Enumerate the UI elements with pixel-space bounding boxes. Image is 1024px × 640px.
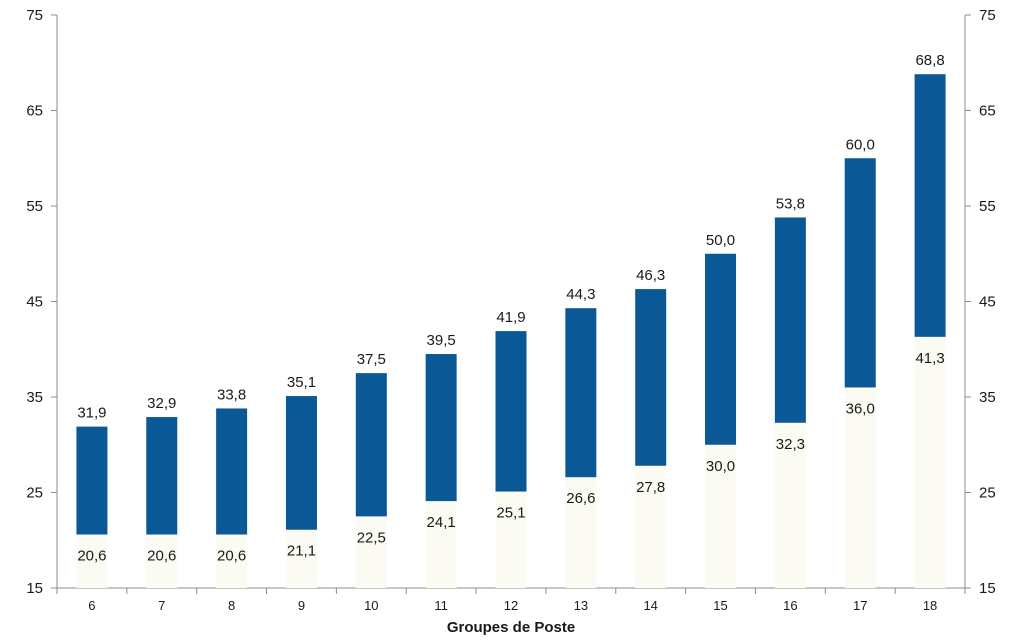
min-value-label: 41,3	[915, 350, 944, 367]
y-tick-label-right: 75	[979, 7, 996, 24]
range-bar	[495, 331, 527, 492]
range-bar	[914, 74, 946, 337]
x-tick-label: 13	[574, 598, 588, 613]
range-bar	[216, 408, 248, 535]
range-bar	[425, 354, 457, 502]
bar-base-shadow	[76, 534, 108, 588]
max-value-label: 41,9	[496, 309, 525, 326]
max-value-label: 31,9	[77, 405, 106, 422]
x-tick-label: 14	[643, 598, 657, 613]
x-axis: 6 7 8 9 10 11 12 13 14 15 16 17 18	[56, 587, 966, 613]
x-tick-label: 6	[88, 598, 95, 613]
bar-base-shadow	[355, 516, 387, 588]
y-tick-label-left: 15	[26, 580, 43, 597]
min-value-label: 20,6	[77, 548, 106, 565]
y-axis-right: 15 25 35 45 55 65 75	[964, 7, 996, 597]
y-tick-label-left: 65	[26, 103, 43, 120]
min-value-label: 26,6	[566, 490, 595, 507]
bar-base-shadow	[216, 534, 248, 588]
y-tick-label-left: 45	[26, 294, 43, 311]
max-value-label: 60,0	[846, 136, 875, 153]
bar-base-shadow	[146, 534, 178, 588]
max-value-label: 35,1	[287, 374, 316, 391]
max-value-label: 50,0	[706, 232, 735, 249]
y-tick-label-right: 45	[979, 294, 996, 311]
min-value-label: 36,0	[846, 400, 875, 417]
range-bar	[355, 373, 387, 517]
bar-base-shadow	[705, 444, 737, 588]
x-tick-label: 9	[298, 598, 305, 613]
min-value-label: 20,6	[217, 548, 246, 565]
y-tick-label-right: 25	[979, 485, 996, 502]
range-bar	[844, 158, 876, 388]
y-tick-label-right: 65	[979, 103, 996, 120]
x-tick-label: 18	[923, 598, 937, 613]
data-labels: 31,9 20,6 32,9 20,6 33,8 20,6 35,1 21,1 37,5 22,5…	[77, 52, 944, 564]
range-bar	[285, 396, 317, 530]
max-value-label: 32,9	[147, 395, 176, 412]
range-bar	[635, 289, 667, 466]
max-value-label: 53,8	[776, 195, 805, 212]
y-tick-label-left: 35	[26, 389, 43, 406]
bar-base-shadow	[844, 387, 876, 588]
x-tick-label: 8	[228, 598, 235, 613]
y-tick-label-left: 75	[26, 7, 43, 24]
min-value-label: 27,8	[636, 479, 665, 496]
min-value-label: 20,6	[147, 548, 176, 565]
y-tick-label-left: 25	[26, 485, 43, 502]
x-axis-title: Groupes de Poste	[447, 619, 575, 636]
range-bar	[705, 253, 737, 445]
x-tick-label: 7	[158, 598, 165, 613]
max-value-label: 44,3	[566, 286, 595, 303]
x-tick-label: 10	[364, 598, 378, 613]
min-value-label: 25,1	[496, 505, 525, 522]
range-bar	[565, 308, 597, 478]
bar-base-shadow	[635, 465, 667, 588]
y-axis-left: 15 25 35 45 55 65 75	[26, 7, 58, 597]
x-tick-label: 15	[713, 598, 727, 613]
max-value-label: 46,3	[636, 267, 665, 284]
min-value-label: 22,5	[357, 529, 386, 546]
x-tick-label: 11	[434, 598, 448, 613]
max-value-label: 68,8	[915, 52, 944, 69]
bar-base-shadow	[495, 491, 527, 588]
min-value-label: 24,1	[427, 514, 456, 531]
range-bar	[76, 426, 108, 535]
x-tick-label: 16	[783, 598, 797, 613]
y-tick-label-left: 55	[26, 198, 43, 215]
max-value-label: 39,5	[427, 332, 456, 349]
range-bar	[774, 217, 806, 423]
bar-series	[76, 74, 946, 588]
max-value-label: 33,8	[217, 386, 246, 403]
bar-base-shadow	[565, 477, 597, 588]
bar-base-shadow	[425, 501, 457, 588]
min-value-label: 21,1	[287, 543, 316, 560]
min-value-label: 30,0	[706, 458, 735, 475]
y-tick-label-right: 15	[979, 580, 996, 597]
y-tick-label-right: 35	[979, 389, 996, 406]
bar-base-shadow	[774, 422, 806, 588]
min-value-label: 32,3	[776, 436, 805, 453]
x-tick-label: 12	[504, 598, 518, 613]
x-tick-label: 17	[853, 598, 867, 613]
bar-base-shadow	[285, 529, 317, 588]
max-value-label: 37,5	[357, 351, 386, 368]
y-tick-label-right: 55	[979, 198, 996, 215]
bar-base-shadow	[914, 336, 946, 588]
range-bar	[146, 417, 178, 535]
